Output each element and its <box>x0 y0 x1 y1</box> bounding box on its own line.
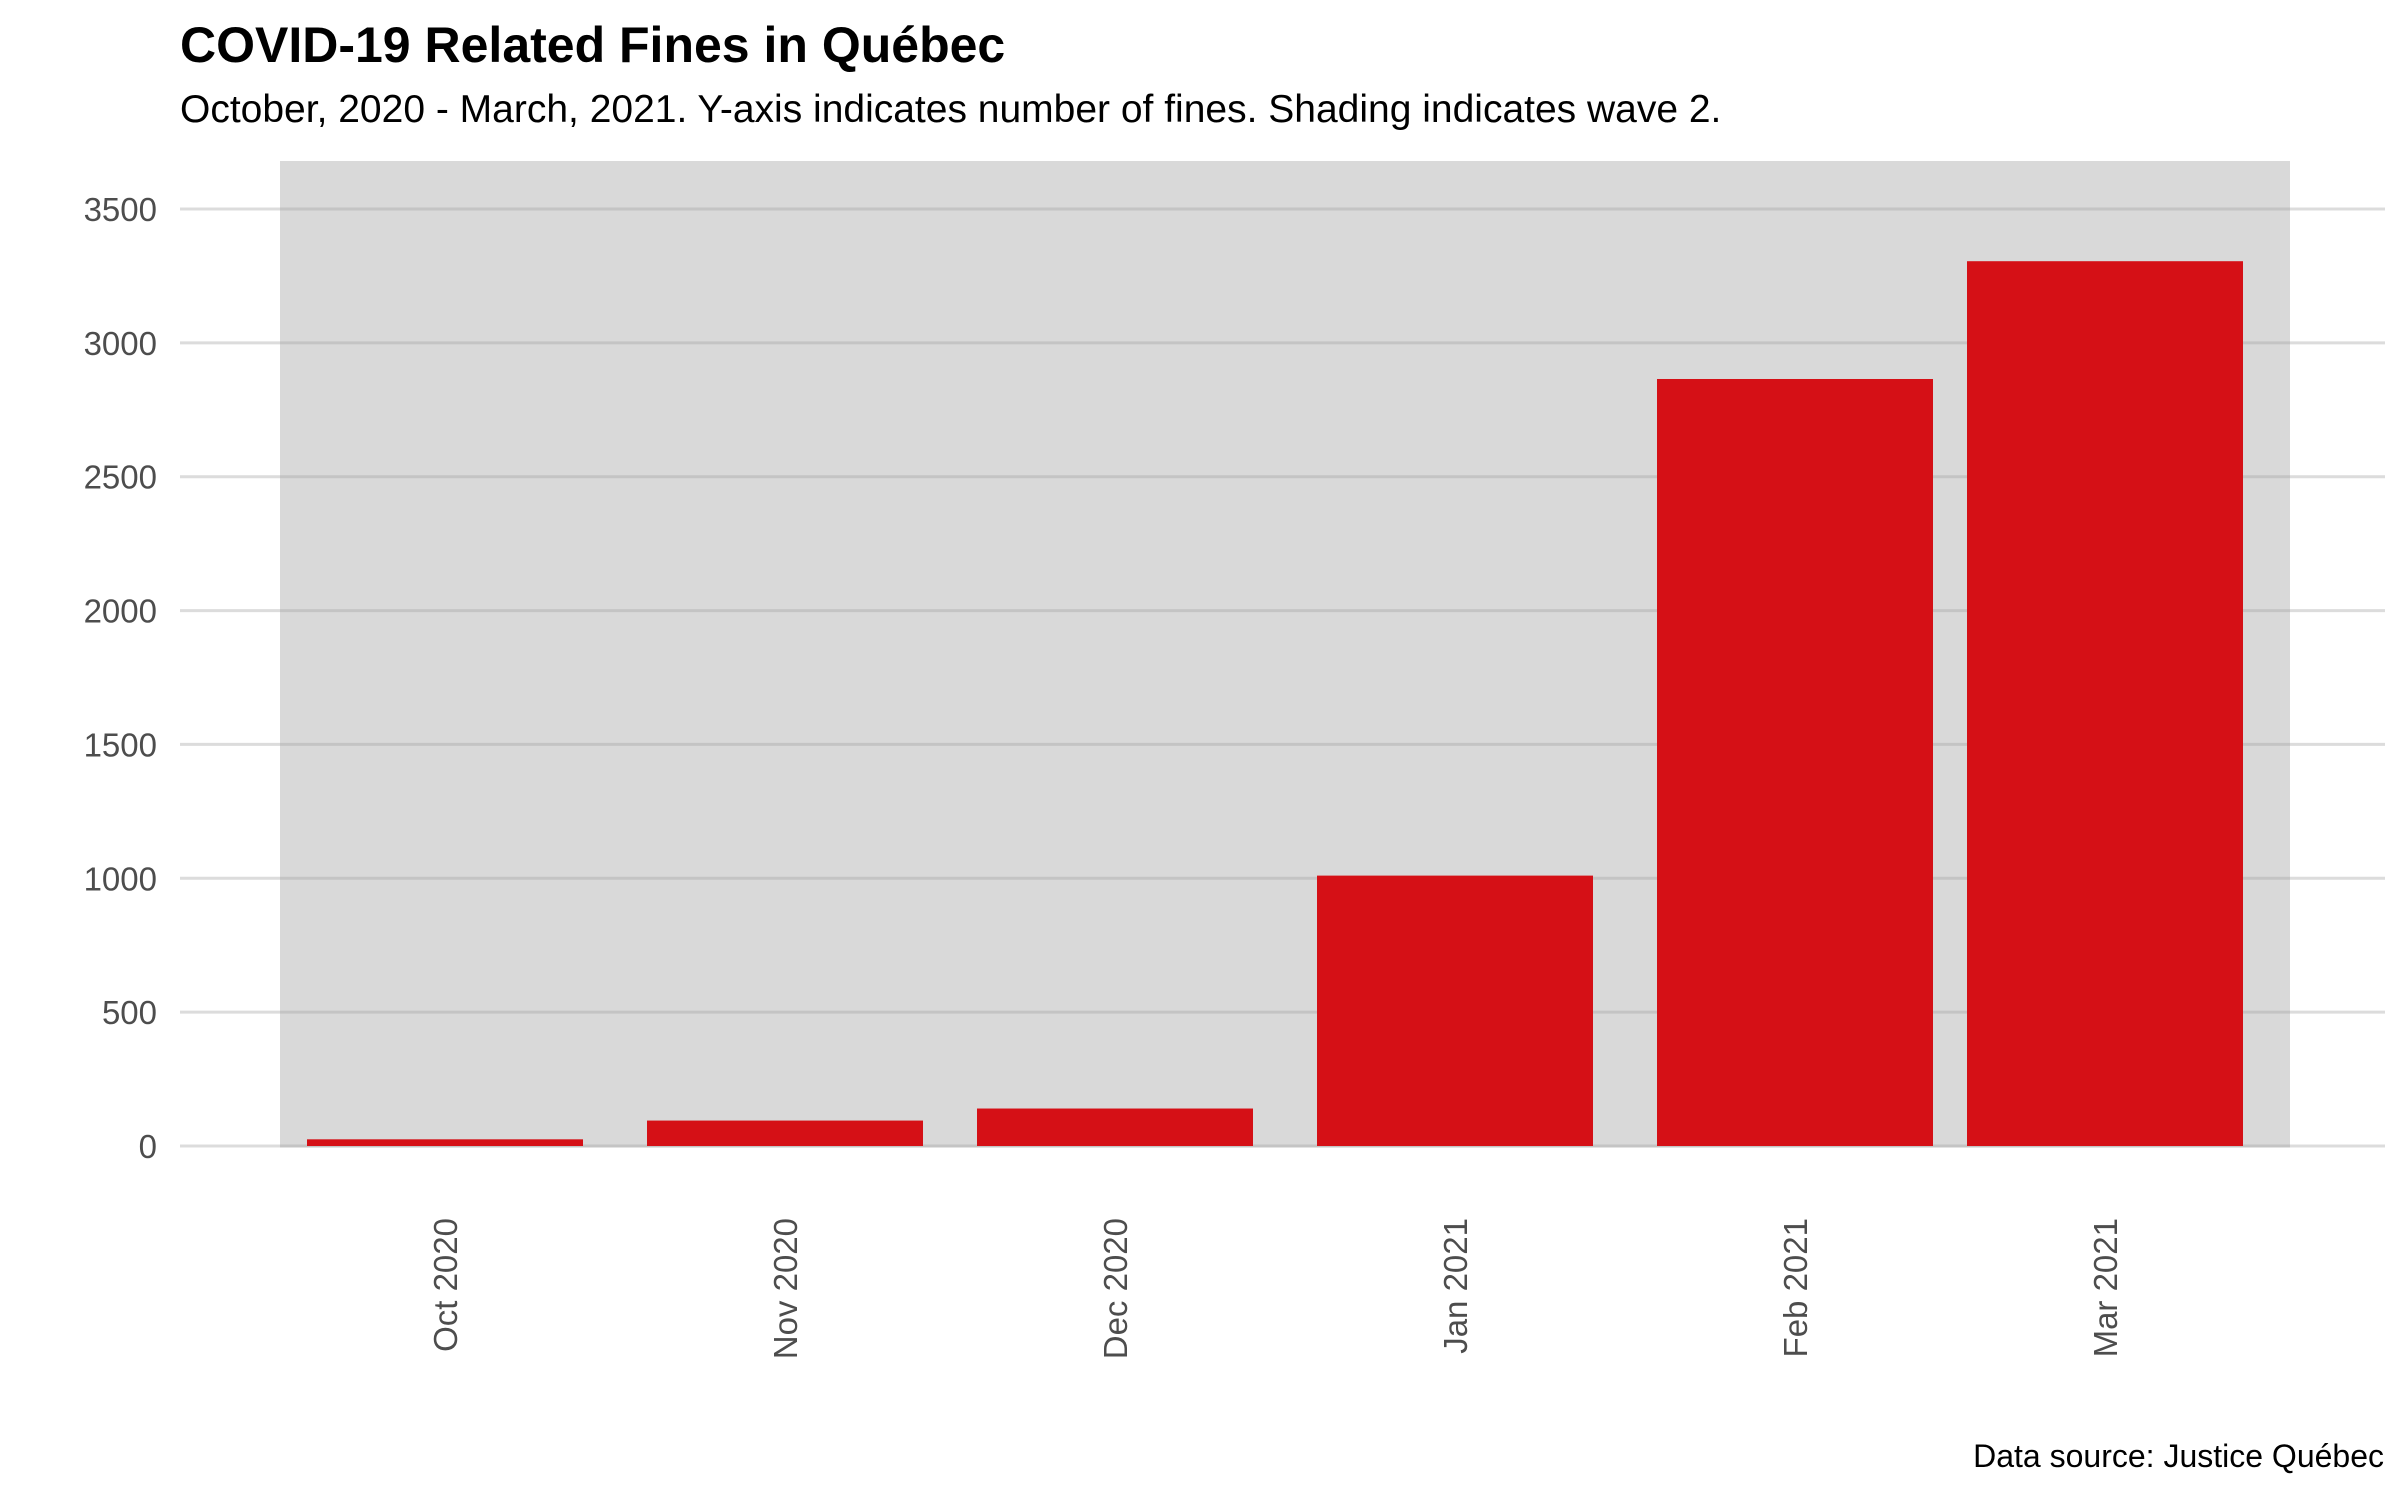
x-tick-label: Feb 2021 <box>1777 1218 1814 1357</box>
bar <box>1967 261 2243 1146</box>
y-tick-label: 3500 <box>84 191 157 228</box>
y-tick-label: 1000 <box>84 860 157 897</box>
x-tick-label: Mar 2021 <box>2087 1218 2124 1357</box>
y-tick-label: 3000 <box>84 325 157 362</box>
x-tick-label: Oct 2020 <box>427 1218 464 1352</box>
x-tick-label: Jan 2021 <box>1437 1218 1474 1354</box>
bar <box>1317 875 1593 1146</box>
y-tick-label: 1500 <box>84 726 157 763</box>
y-tick-label: 2000 <box>84 593 157 630</box>
chart-title: COVID-19 Related Fines in Québec <box>180 17 1006 73</box>
y-tick-label: 0 <box>139 1128 157 1165</box>
y-tick-label: 2500 <box>84 459 157 496</box>
x-axis-tick-labels: Oct 2020 Nov 2020 Dec 2020 Jan 2021 Feb 2021… <box>427 1218 2124 1359</box>
chart-subtitle: October, 2020 - March, 2021. Y-axis indi… <box>180 88 1722 131</box>
bar <box>647 1120 923 1146</box>
bar <box>307 1139 583 1146</box>
y-gridlines <box>180 207 2385 1148</box>
data-source-caption: Data source: Justice Québec <box>1973 1438 2384 1474</box>
y-tick-label: 500 <box>102 994 157 1031</box>
bar <box>977 1108 1253 1146</box>
bars <box>307 261 2243 1147</box>
x-tick-label: Nov 2020 <box>767 1218 804 1359</box>
x-tick-label: Dec 2020 <box>1097 1218 1134 1359</box>
bar <box>1657 378 1933 1147</box>
wave-2-shading <box>280 161 2290 1146</box>
y-axis-tick-labels: 0 500 1000 1500 2000 2500 3000 3500 <box>84 191 157 1165</box>
